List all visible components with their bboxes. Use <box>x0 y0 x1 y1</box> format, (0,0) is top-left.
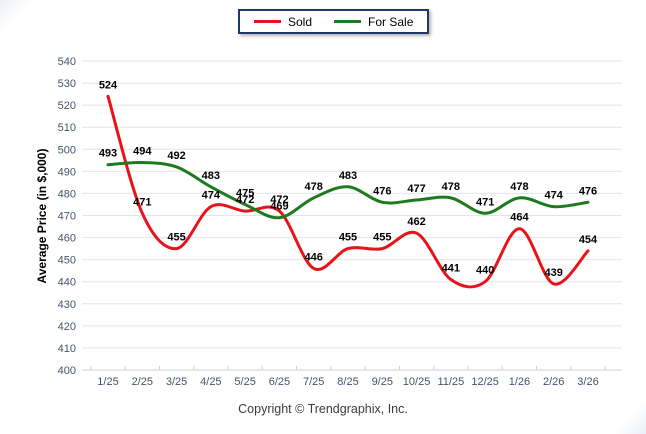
data-label-for-sale: 475 <box>236 187 254 199</box>
legend-label-for-sale: For Sale <box>368 14 414 29</box>
x-tick-label: 9/25 <box>372 376 393 388</box>
for-sale-line <box>106 161 590 220</box>
sold-line-swatch-icon <box>254 20 281 23</box>
data-label-for-sale: 477 <box>407 183 425 195</box>
data-label-sold: 464 <box>510 212 529 224</box>
data-label-sold: 462 <box>407 216 425 228</box>
data-label-for-sale: 494 <box>133 146 152 158</box>
x-tick-label: 6/25 <box>269 376 290 388</box>
data-label-for-sale: 471 <box>476 196 494 208</box>
data-label-for-sale: 483 <box>339 170 357 182</box>
y-tick-label: 500 <box>58 144 76 156</box>
data-label-for-sale: 493 <box>99 148 117 160</box>
data-label-for-sale: 469 <box>270 201 288 213</box>
data-label-sold: 474 <box>202 190 221 202</box>
data-label-sold: 455 <box>167 232 185 244</box>
data-label-for-sale: 476 <box>373 185 391 197</box>
sold-line <box>106 94 590 289</box>
x-tick-label: 3/26 <box>577 376 598 388</box>
data-label-for-sale: 492 <box>167 150 185 162</box>
y-tick-label: 440 <box>58 277 76 289</box>
data-label-sold: 446 <box>305 251 323 263</box>
data-label-for-sale: 474 <box>545 190 564 202</box>
data-label-sold: 472 <box>270 194 288 206</box>
data-label-sold: 439 <box>545 267 563 279</box>
y-tick-label: 420 <box>58 321 76 333</box>
x-tick-label: 12/25 <box>471 376 499 388</box>
y-tick-label: 430 <box>58 299 76 311</box>
x-tick-label: 4/25 <box>200 376 221 388</box>
data-label-sold: 472 <box>236 194 254 206</box>
data-label-sold: 455 <box>373 232 391 244</box>
x-tick-label: 1/26 <box>509 376 530 388</box>
x-tick-label: 8/25 <box>337 376 358 388</box>
legend-label-sold: Sold <box>288 14 313 29</box>
y-tick-label: 520 <box>58 100 76 112</box>
legend-item-sold: Sold <box>254 16 312 28</box>
chart-legend: Sold For Sale <box>238 9 430 34</box>
y-tick-label: 490 <box>58 166 76 178</box>
y-tick-label: 510 <box>58 122 76 134</box>
data-label-sold: 440 <box>476 265 494 277</box>
y-tick-label: 470 <box>58 211 76 223</box>
x-tick-label: 5/25 <box>234 376 255 388</box>
x-tick-label: 10/25 <box>403 376 431 388</box>
y-tick-label: 450 <box>58 255 76 267</box>
y-axis-title: Average Price (in $,000) <box>35 148 49 284</box>
y-tick-label: 410 <box>58 343 76 355</box>
data-label-sold: 471 <box>133 196 151 208</box>
x-tick-label: 7/25 <box>303 376 324 388</box>
y-tick-label: 400 <box>58 365 76 377</box>
data-label-sold: 455 <box>339 232 357 244</box>
legend-item-for-sale: For Sale <box>334 16 413 28</box>
for-sale-line-swatch-icon <box>334 20 362 23</box>
data-label-sold: 441 <box>442 263 460 275</box>
x-tick-label: 3/25 <box>166 376 187 388</box>
copyright-text: Copyright © Trendgraphix, Inc. <box>238 402 408 416</box>
data-label-sold: 524 <box>99 79 118 91</box>
data-label-for-sale: 483 <box>202 170 220 182</box>
data-label-sold: 454 <box>579 234 598 246</box>
x-tick-label: 1/25 <box>97 376 118 388</box>
y-tick-label: 530 <box>58 78 76 90</box>
data-label-for-sale: 478 <box>510 181 528 193</box>
data-label-for-sale: 478 <box>442 181 460 193</box>
data-label-for-sale: 478 <box>305 181 323 193</box>
y-tick-label: 480 <box>58 188 76 200</box>
x-tick-label: 2/25 <box>132 376 153 388</box>
y-tick-label: 540 <box>58 56 76 68</box>
x-tick-label: 11/25 <box>437 376 464 388</box>
data-label-for-sale: 476 <box>579 185 597 197</box>
y-tick-label: 460 <box>58 233 76 245</box>
x-tick-label: 2/26 <box>543 376 564 388</box>
